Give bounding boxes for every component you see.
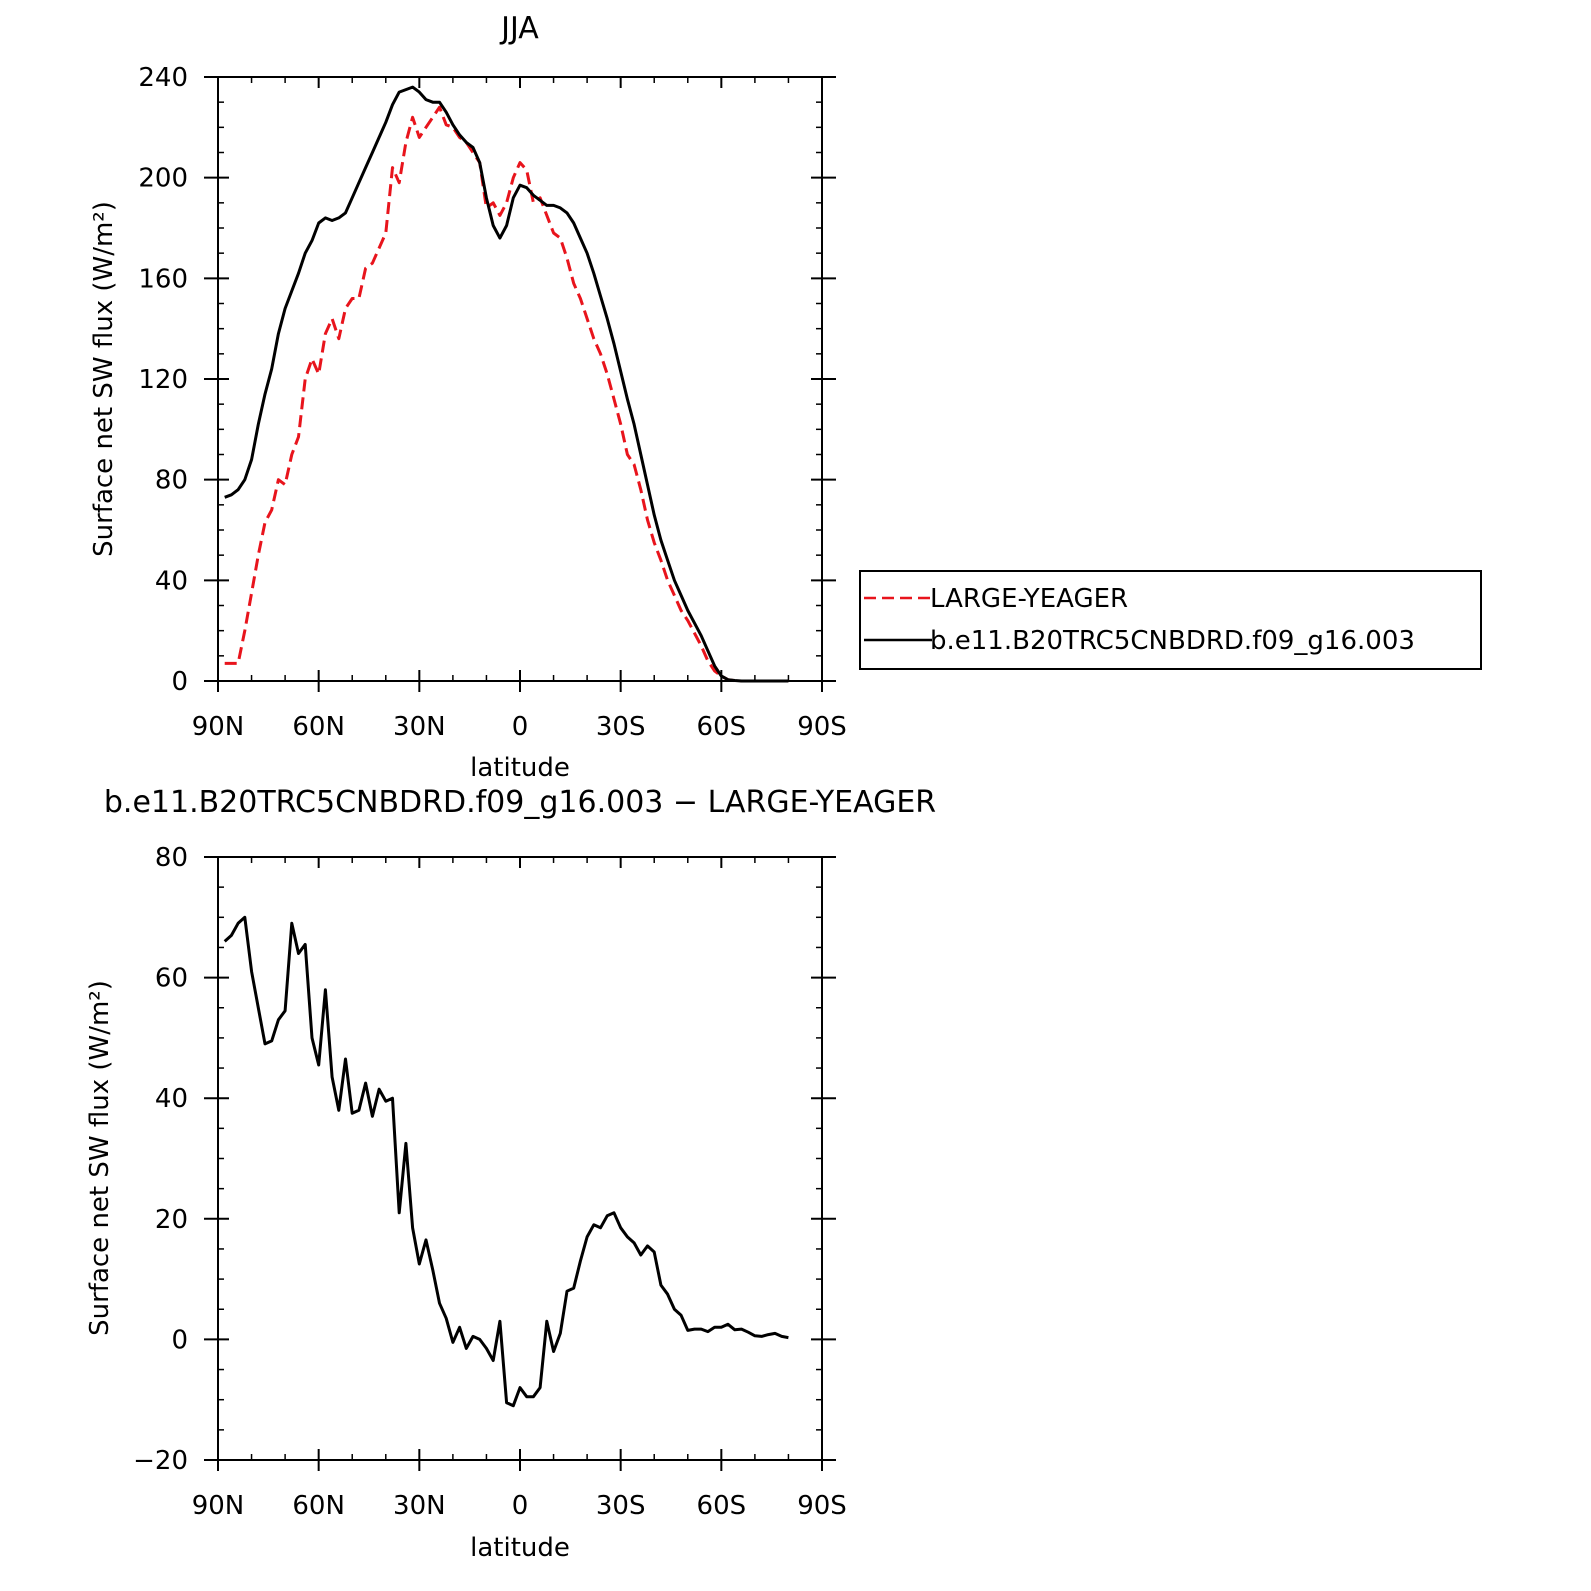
bottom-x-tick-label-30s: 30S <box>596 1491 646 1521</box>
bottom-y-tick-label-40: 40 <box>155 1084 188 1114</box>
top-x-tick-label-60s: 60S <box>697 712 747 742</box>
bottom-x-tick-label-60s: 60S <box>697 1491 747 1521</box>
top-series-line-large-yeager <box>224 105 789 683</box>
legend-label-large-yeager: LARGE-YEAGER <box>930 584 1128 614</box>
bottom-panel: b.e11.B20TRC5CNBDRD.f09_g16.003 − LARGE-… <box>85 785 936 1563</box>
top-panel-title: JJA <box>499 11 539 46</box>
top-y-tick-label-240: 240 <box>138 63 188 93</box>
legend: LARGE-YEAGER b.e11.B20TRC5CNBDRD.f09_g16… <box>859 570 1482 670</box>
top-y-tick-label-200: 200 <box>138 164 188 194</box>
top-panel-ticks: 90N 60N 30N 0 30S 60S 90S 0 40 80 120 160 200 240 <box>138 63 846 742</box>
bottom-panel-frame <box>217 856 823 1461</box>
top-x-tick-label-90n: 90N <box>192 712 245 742</box>
top-y-tick-label-160: 160 <box>138 264 188 294</box>
bottom-y-tick-label-0: 0 <box>171 1325 188 1355</box>
legend-box <box>859 570 1482 670</box>
bottom-y-tick-label-20: 20 <box>155 1205 188 1235</box>
bottom-x-tick-label-60n: 60N <box>292 1491 345 1521</box>
top-x-tick-label-30n: 30N <box>393 712 446 742</box>
bottom-y-tick-label-20: −20 <box>133 1446 188 1476</box>
top-y-tick-label-120: 120 <box>138 365 188 395</box>
bottom-series-line-difference <box>223 915 789 1408</box>
top-panel-series <box>224 85 789 683</box>
bottom-panel-y-axis-title: Surface net SW flux (W/m²) <box>85 980 115 1336</box>
top-x-tick-label-30s: 30S <box>596 712 646 742</box>
bottom-y-tick-label-60: 60 <box>155 964 188 994</box>
bottom-panel-title: b.e11.B20TRC5CNBDRD.f09_g16.003 − LARGE-… <box>104 785 936 820</box>
top-y-tick-label-80: 80 <box>155 466 188 496</box>
bottom-panel-series <box>223 915 789 1408</box>
bottom-panel-x-axis-title: latitude <box>470 1533 570 1563</box>
top-panel-x-axis-title: latitude <box>470 753 570 783</box>
legend-label-model: b.e11.B20TRC5CNBDRD.f09_g16.003 <box>930 626 1415 656</box>
top-y-tick-label-0: 0 <box>171 667 188 697</box>
bottom-x-tick-label-90n: 90N <box>192 1491 245 1521</box>
top-x-tick-label-90s: 90S <box>797 712 847 742</box>
top-y-tick-label-40: 40 <box>155 566 188 596</box>
bottom-x-tick-label-90s: 90S <box>797 1491 847 1521</box>
top-panel: JJA 90N 60N 30N 0 30S 60S 90S 0 40 80 120 160 200 240… <box>89 11 847 783</box>
top-x-tick-label-0: 0 <box>512 712 529 742</box>
bottom-x-tick-label-30n: 30N <box>393 1491 446 1521</box>
top-series-line-b-e11-b20trc5cnbdrd-f09-g16-003 <box>224 85 789 683</box>
bottom-x-tick-label-0: 0 <box>512 1491 529 1521</box>
top-panel-frame <box>217 76 823 682</box>
top-x-tick-label-60n: 60N <box>292 712 345 742</box>
bottom-panel-ticks: 90N 60N 30N 0 30S 60S 90S −20 0 20 40 60 80 <box>133 843 847 1521</box>
top-panel-y-axis-title: Surface net SW flux (W/m²) <box>89 201 119 557</box>
bottom-y-tick-label-80: 80 <box>155 843 188 873</box>
